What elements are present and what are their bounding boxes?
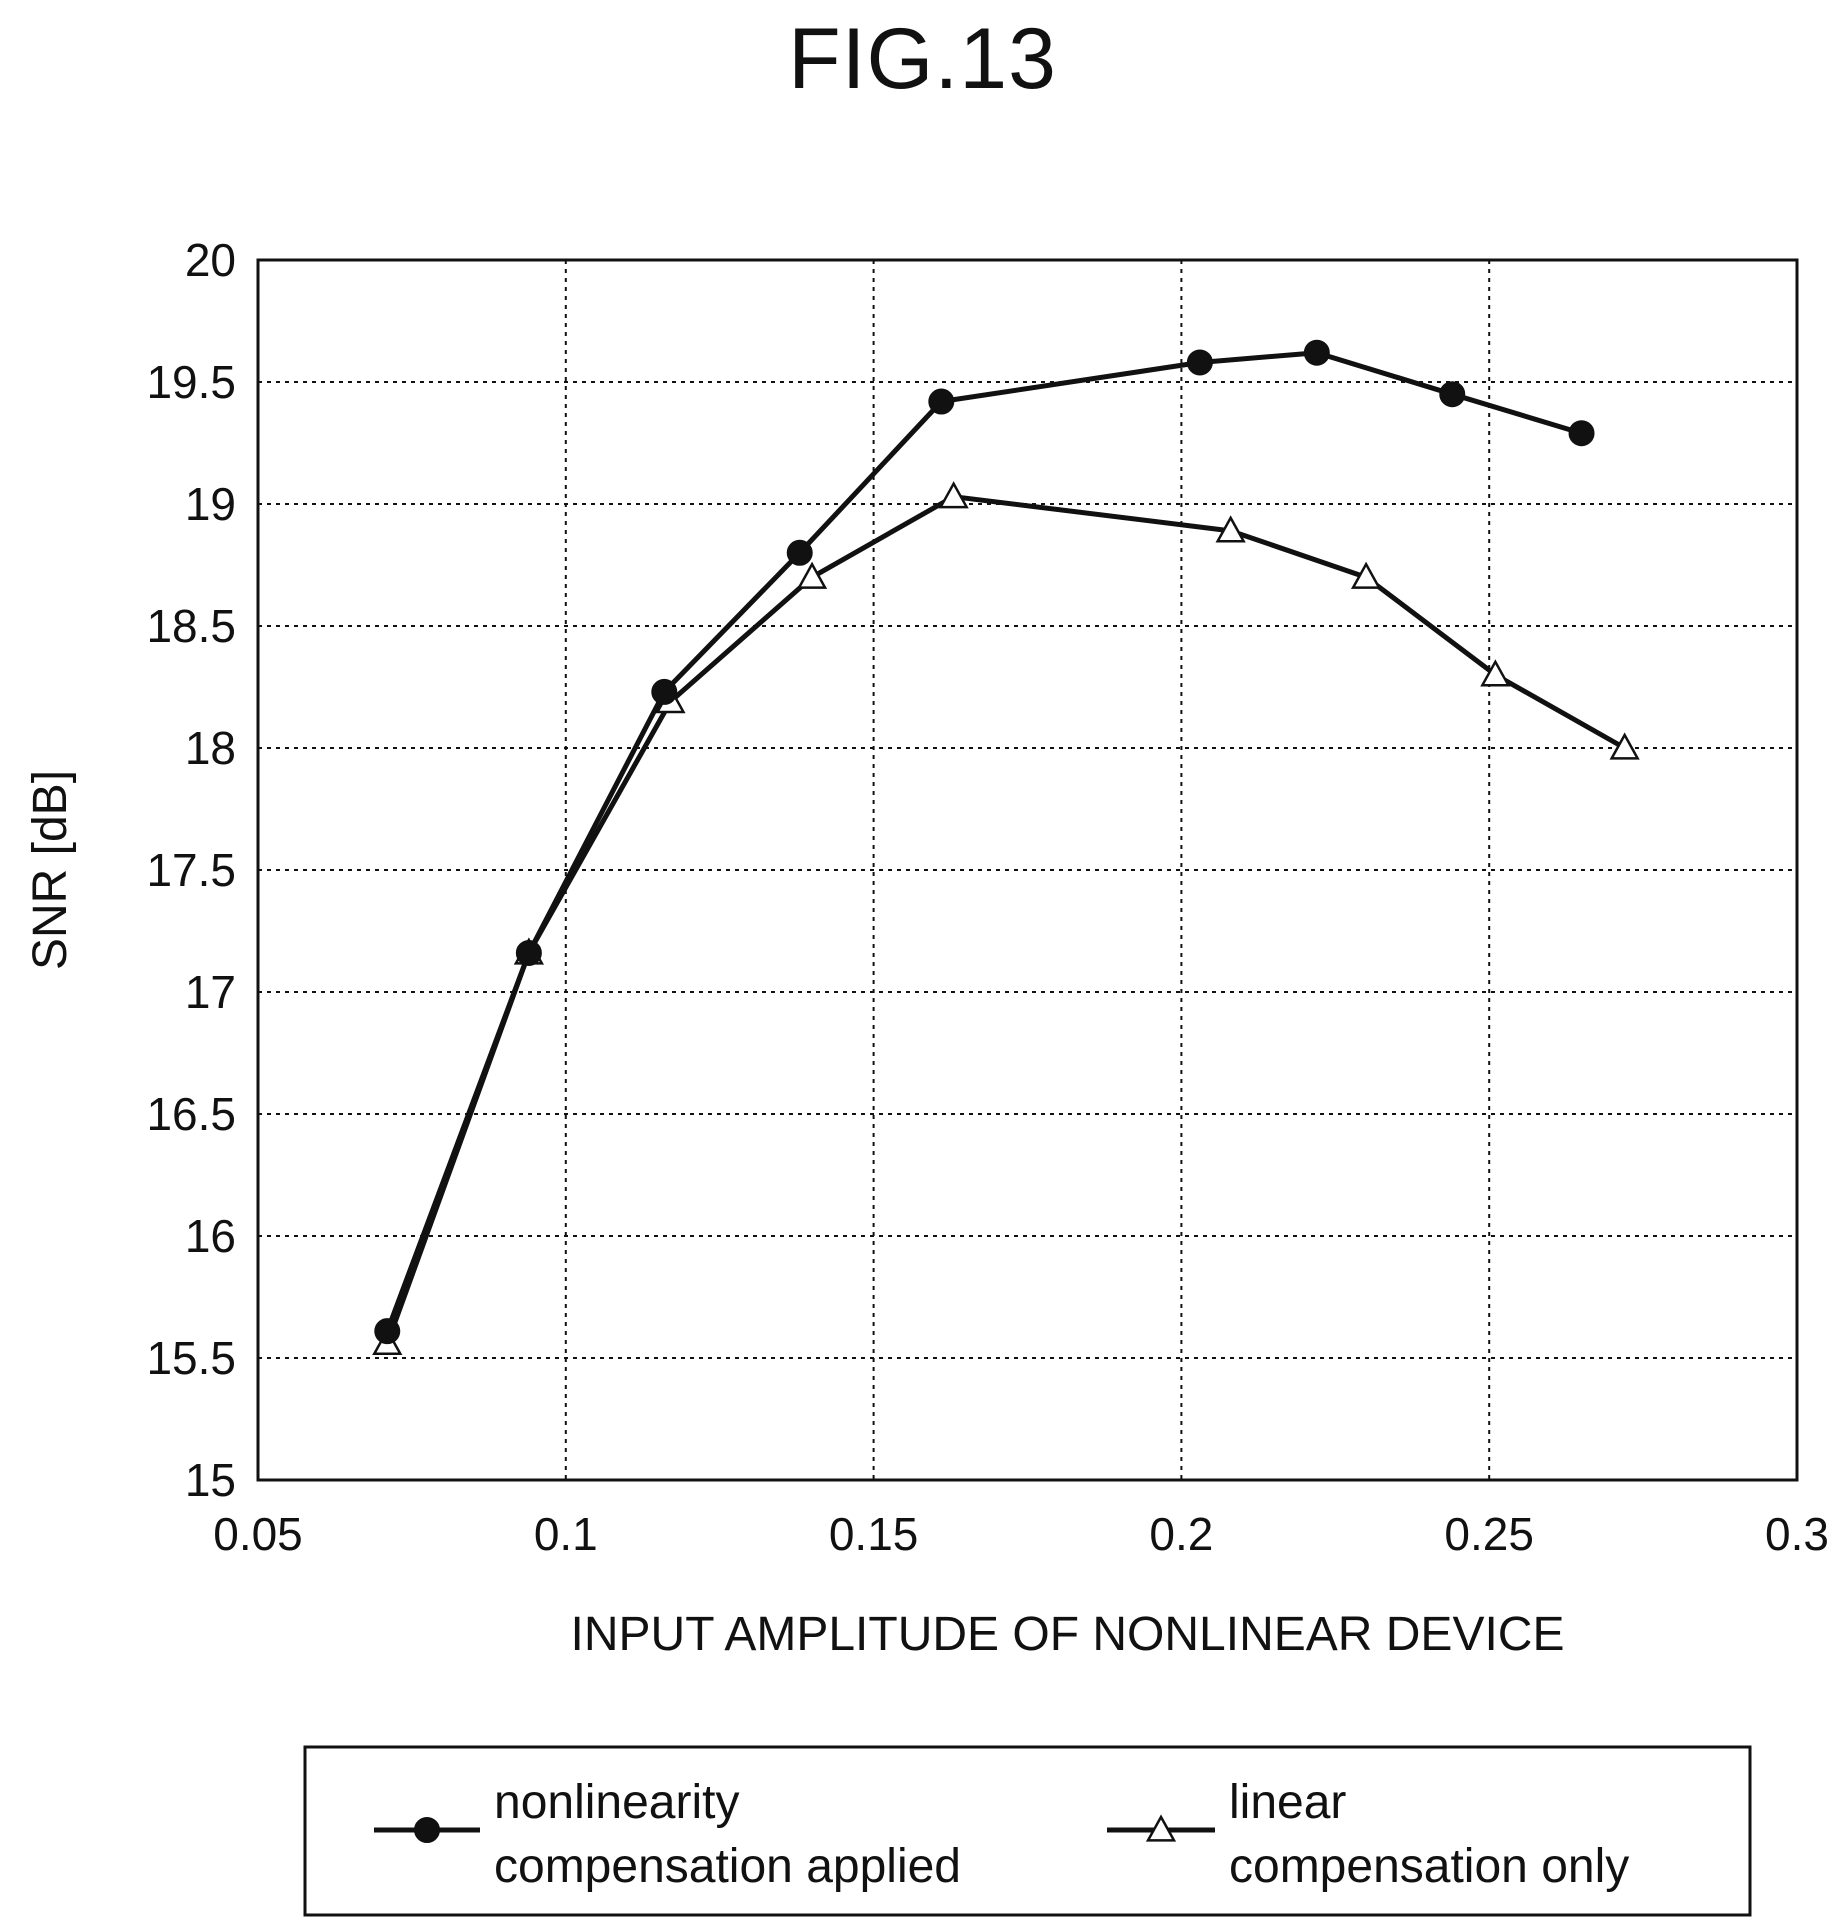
legend-item: nonlinearity compensation applied — [374, 1776, 961, 1893]
series-line — [384, 494, 1626, 1345]
y-tick-label: 17 — [185, 966, 236, 1018]
data-point-circle — [414, 1817, 440, 1843]
legend-box — [303, 1745, 1752, 1917]
legend-label: compensation applied — [494, 1840, 961, 1893]
x-tick-label: 0.05 — [213, 1508, 303, 1560]
y-tick-label: 16 — [185, 1210, 236, 1262]
data-point-triangle — [938, 481, 969, 509]
legend-label: nonlinearity — [494, 1776, 739, 1829]
y-tick-label: 18.5 — [146, 600, 236, 652]
y-tick-label: 17.5 — [146, 844, 236, 896]
legend-label: compensation only — [1229, 1840, 1629, 1893]
y-axis-ticks: 15 15.5 16 16.5 17 17.5 18 18.5 19 19.5 20 — [146, 234, 236, 1506]
x-tick-label: 0.1 — [534, 1508, 598, 1560]
y-tick-label: 18 — [185, 722, 236, 774]
data-point-circle — [1439, 381, 1466, 408]
y-tick-label: 15 — [185, 1454, 236, 1506]
y-tick-label: 16.5 — [146, 1088, 236, 1140]
plot-area-frame — [256, 258, 1799, 1482]
data-point-circle — [1186, 349, 1213, 376]
y-tick-label: 19.5 — [146, 356, 236, 408]
legend-item: linear compensation only — [1107, 1776, 1629, 1893]
series-nonlinearity-compensation — [374, 339, 1595, 1345]
data-point-circle — [928, 388, 955, 415]
y-axis-label: SNR [dB] — [24, 770, 77, 970]
data-point-circle — [1303, 339, 1330, 366]
data-point-triangle — [796, 561, 828, 589]
data-point-triangle — [1480, 659, 1511, 687]
grid — [258, 260, 1797, 1480]
x-axis-ticks: 0.05 0.1 0.15 0.2 0.25 0.3 — [213, 1508, 1829, 1560]
data-point-triangle — [1609, 732, 1640, 760]
data-point-triangle — [1145, 1814, 1177, 1842]
y-tick-label: 19 — [185, 478, 236, 530]
data-point-circle — [651, 678, 678, 705]
x-axis-label: INPUT AMPLITUDE OF NONLINEAR DEVICE — [571, 1608, 1565, 1661]
legend: nonlinearity compensation applied linear co… — [303, 1745, 1752, 1917]
data-point-circle — [374, 1318, 401, 1345]
data-point-circle — [515, 939, 542, 966]
y-tick-label: 15.5 — [146, 1332, 236, 1384]
figure-title: FIG.13 — [788, 11, 1057, 107]
x-tick-label: 0.15 — [829, 1508, 919, 1560]
data-point-circle — [1568, 420, 1595, 447]
y-tick-label: 20 — [185, 234, 236, 286]
data-point-triangle — [1215, 515, 1246, 543]
x-tick-label: 0.3 — [1765, 1508, 1829, 1560]
data-point-circle — [786, 539, 813, 566]
series-linear-compensation — [372, 481, 1640, 1356]
legend-items: nonlinearity compensation applied linear co… — [374, 1776, 1629, 1893]
x-tick-label: 0.2 — [1149, 1508, 1213, 1560]
legend-label: linear — [1229, 1776, 1346, 1829]
series-group — [372, 339, 1640, 1356]
x-tick-label: 0.25 — [1444, 1508, 1534, 1560]
data-point-triangle — [1350, 561, 1382, 589]
